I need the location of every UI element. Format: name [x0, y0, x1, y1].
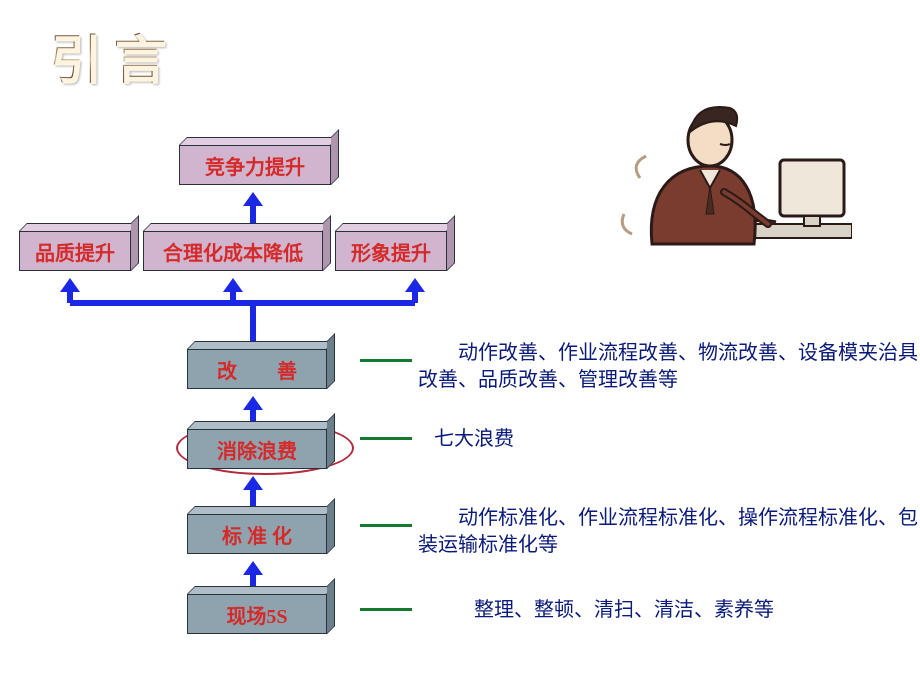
box-mid_center: 合理化成本降低: [143, 231, 323, 271]
box-waste: 消除浪费: [187, 429, 327, 469]
box-top-label: 竞争力提升: [205, 151, 305, 180]
annot-line-waste: [360, 437, 412, 440]
box-mid_left-label: 品质提升: [35, 237, 115, 266]
box-improve: 改 善: [187, 349, 327, 389]
businessman-illustration: [592, 74, 852, 254]
box-standard: 标 准 化: [187, 514, 327, 554]
box-waste-label: 消除浪费: [217, 435, 297, 464]
box-s5-label: 现场5S: [226, 600, 287, 629]
businessman-svg: [592, 74, 852, 254]
slide-title: 引言: [50, 18, 178, 93]
box-mid_right-label: 形象提升: [351, 237, 431, 266]
annot-text-standard: 动作标准化、作业流程标准化、操作流程标准化、包装运输标准化等: [418, 505, 918, 559]
box-mid_left: 品质提升: [19, 231, 131, 271]
annot-line-standard: [360, 524, 412, 527]
annot-line-improve: [360, 359, 412, 362]
annot-text-waste: 七大浪费: [434, 426, 874, 453]
box-top: 竞争力提升: [179, 145, 331, 185]
box-standard-label: 标 准 化: [222, 520, 292, 549]
annot-line-s5: [360, 608, 412, 611]
box-mid_right: 形象提升: [335, 231, 447, 271]
box-mid_center-label: 合理化成本降低: [163, 237, 303, 266]
box-improve-label: 改 善: [217, 355, 297, 384]
annot-text-improve: 动作改善、作业流程改善、物流改善、设备模夹治具改善、品质改善、管理改善等: [418, 340, 918, 394]
annot-text-s5: 整理、整顿、清扫、清洁、素养等: [434, 597, 914, 624]
box-s5: 现场5S: [187, 594, 327, 634]
